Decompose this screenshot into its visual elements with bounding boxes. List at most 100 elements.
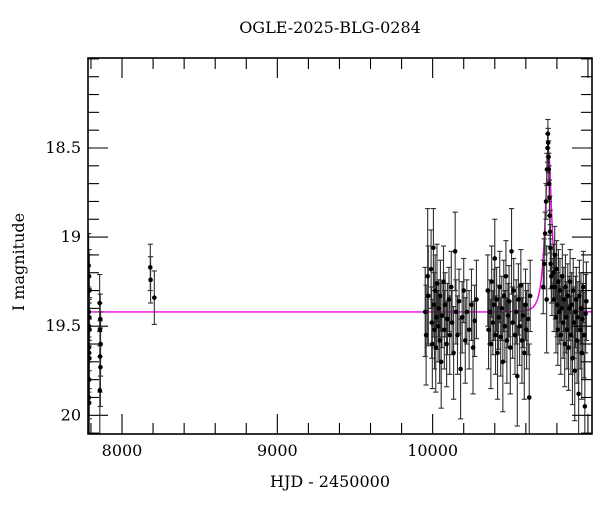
data-point <box>88 314 92 320</box>
data-point <box>566 345 571 350</box>
data-point <box>523 302 528 308</box>
data-point <box>441 279 446 284</box>
data-point <box>444 341 449 347</box>
data-point <box>435 323 441 329</box>
data-point <box>425 293 431 299</box>
data-point <box>521 350 527 356</box>
data-point <box>549 273 554 279</box>
data-point <box>514 373 520 379</box>
data-point <box>583 311 588 317</box>
data-point <box>431 302 437 308</box>
data-point <box>570 288 576 293</box>
data-point <box>563 284 568 290</box>
data-point <box>542 231 548 236</box>
data-point <box>148 277 153 283</box>
data-point <box>581 284 586 290</box>
data-point <box>581 332 587 338</box>
data-point <box>432 288 438 293</box>
data-point <box>437 338 442 343</box>
axis-ticks <box>88 58 592 434</box>
data-point <box>98 364 103 370</box>
data-point <box>541 261 547 267</box>
data-point <box>88 355 92 361</box>
data-point <box>559 306 564 311</box>
data-point <box>513 309 519 315</box>
data-point <box>495 350 500 356</box>
data-point <box>517 323 522 329</box>
data-point <box>423 332 429 338</box>
data-point <box>439 313 445 318</box>
data-point <box>554 266 559 272</box>
data-point <box>487 309 493 315</box>
data-point <box>88 327 92 333</box>
data-point <box>493 332 498 338</box>
data-point <box>547 229 553 235</box>
data-points <box>88 131 589 409</box>
data-point <box>547 213 553 219</box>
data-point <box>98 341 103 347</box>
data-point <box>548 245 553 251</box>
data-point <box>569 302 574 308</box>
data-point <box>97 327 103 333</box>
data-point <box>546 181 552 186</box>
data-point <box>565 293 571 299</box>
data-point <box>557 288 563 293</box>
data-point <box>573 309 578 315</box>
data-point <box>567 279 573 284</box>
data-point <box>560 273 565 279</box>
x-tick-label: 8000 <box>102 441 143 460</box>
data-point <box>520 313 526 318</box>
data-point <box>540 284 546 290</box>
data-point <box>499 306 505 311</box>
y-tick-label: 18.5 <box>45 138 81 157</box>
data-point <box>474 297 479 302</box>
data-point <box>504 338 510 343</box>
data-point <box>572 368 578 374</box>
data-point <box>545 140 551 145</box>
x-tick-label: 9000 <box>257 441 298 460</box>
data-point <box>575 314 581 320</box>
data-point <box>570 355 575 361</box>
data-point <box>580 316 585 322</box>
data-point <box>430 341 435 347</box>
data-point <box>458 366 463 372</box>
y-tick-label: 20 <box>61 405 81 424</box>
data-point <box>582 404 588 409</box>
data-point <box>469 302 474 308</box>
data-point <box>577 327 583 333</box>
data-point <box>511 288 517 293</box>
data-point <box>496 314 501 320</box>
data-point <box>551 297 557 302</box>
data-point <box>494 297 499 302</box>
x-tick-label: 10000 <box>407 441 458 460</box>
data-point <box>88 400 92 406</box>
data-point <box>564 327 570 333</box>
data-point <box>88 273 92 279</box>
data-point <box>438 359 444 365</box>
data-point <box>152 295 157 300</box>
data-point <box>571 320 577 325</box>
data-point <box>447 332 453 338</box>
data-point <box>97 300 102 306</box>
data-point <box>431 245 436 251</box>
data-point <box>497 284 503 290</box>
data-point <box>488 341 494 347</box>
data-point <box>88 350 92 356</box>
data-point <box>441 327 447 333</box>
data-point <box>545 145 550 151</box>
data-point <box>558 332 564 338</box>
data-point <box>432 327 437 333</box>
data-point <box>456 298 462 304</box>
data-point <box>524 327 529 333</box>
data-point <box>472 318 477 324</box>
data-point <box>516 297 521 302</box>
data-point <box>547 195 552 201</box>
data-point <box>527 293 533 299</box>
data-point <box>543 199 549 204</box>
data-point <box>461 288 467 293</box>
data-point <box>434 314 439 320</box>
data-point <box>485 288 491 293</box>
data-point <box>525 316 531 322</box>
y-tick-label: 19 <box>61 227 81 246</box>
